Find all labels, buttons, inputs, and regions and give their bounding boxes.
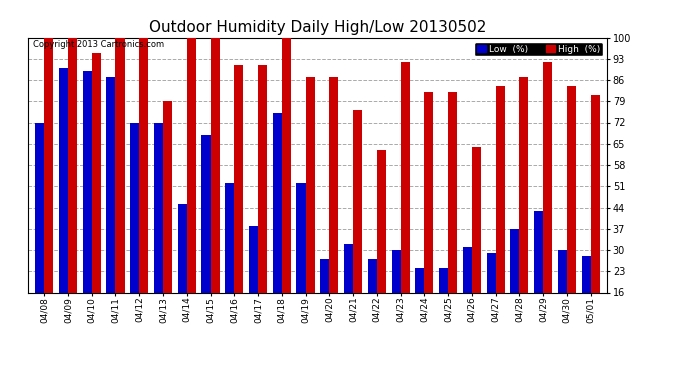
Bar	[463, 247, 472, 341]
Bar	[472, 147, 481, 341]
Bar	[582, 256, 591, 341]
Bar	[391, 250, 400, 341]
Text: Copyright 2013 Cartronics.com: Copyright 2013 Cartronics.com	[33, 40, 164, 49]
Bar	[249, 226, 258, 341]
Bar	[344, 244, 353, 341]
Bar	[44, 38, 53, 341]
Bar	[273, 113, 282, 341]
Bar	[187, 38, 196, 341]
Legend: Low  (%), High  (%): Low (%), High (%)	[474, 42, 602, 56]
Bar	[139, 38, 148, 341]
Bar	[115, 38, 124, 341]
Bar	[92, 53, 101, 341]
Bar	[566, 86, 576, 341]
Bar	[59, 68, 68, 341]
Bar	[83, 71, 92, 341]
Bar	[511, 229, 520, 341]
Bar	[106, 77, 115, 341]
Bar	[520, 77, 529, 341]
Bar	[424, 92, 433, 341]
Bar	[306, 77, 315, 341]
Bar	[178, 204, 187, 341]
Bar	[486, 253, 495, 341]
Bar	[235, 65, 244, 341]
Bar	[534, 210, 543, 341]
Bar	[130, 123, 139, 341]
Bar	[415, 268, 424, 341]
Bar	[353, 110, 362, 341]
Bar	[258, 65, 267, 341]
Bar	[154, 123, 163, 341]
Bar	[400, 62, 410, 341]
Bar	[439, 268, 448, 341]
Bar	[35, 123, 44, 341]
Bar	[368, 259, 377, 341]
Bar	[558, 250, 566, 341]
Bar	[329, 77, 338, 341]
Bar	[448, 92, 457, 341]
Bar	[297, 183, 306, 341]
Bar	[320, 259, 329, 341]
Bar	[591, 95, 600, 341]
Bar	[377, 150, 386, 341]
Bar	[495, 86, 504, 341]
Bar	[68, 38, 77, 341]
Bar	[201, 135, 210, 341]
Bar	[282, 38, 290, 341]
Bar	[163, 101, 172, 341]
Title: Outdoor Humidity Daily High/Low 20130502: Outdoor Humidity Daily High/Low 20130502	[149, 20, 486, 35]
Bar	[225, 183, 235, 341]
Bar	[543, 62, 552, 341]
Bar	[210, 38, 219, 341]
